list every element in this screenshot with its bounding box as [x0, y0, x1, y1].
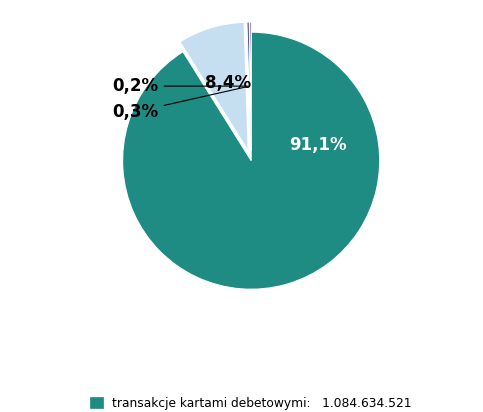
Wedge shape	[123, 32, 380, 289]
Legend: transakcje kartami debetowymi:   1.084.634.521, transakcje kartami kredytowymi: : transakcje kartami debetowymi: 1.084.634…	[88, 394, 414, 412]
Text: 0,3%: 0,3%	[113, 87, 247, 121]
Text: 8,4%: 8,4%	[204, 74, 251, 92]
Text: 0,2%: 0,2%	[113, 77, 248, 95]
Wedge shape	[250, 22, 251, 150]
Text: 91,1%: 91,1%	[289, 136, 347, 154]
Wedge shape	[180, 22, 248, 151]
Wedge shape	[247, 22, 251, 150]
